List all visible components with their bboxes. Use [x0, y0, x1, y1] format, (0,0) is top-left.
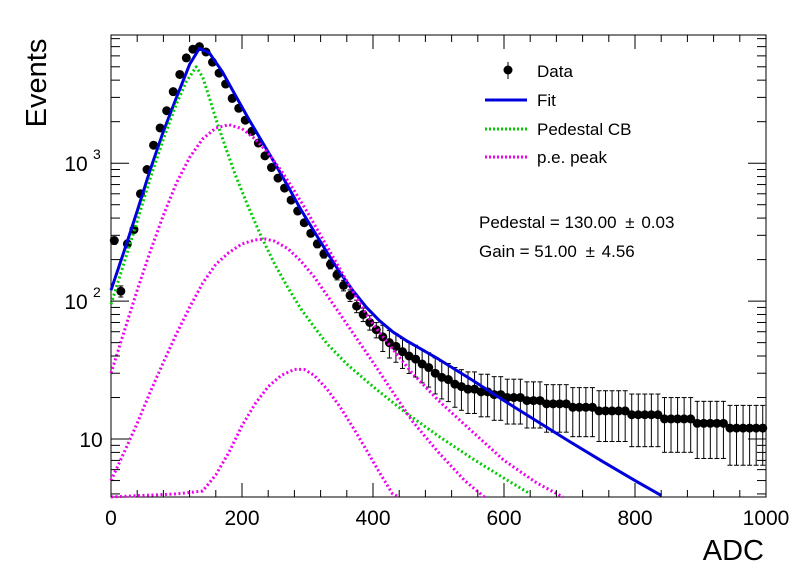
legend-item-fit: Fit: [485, 91, 556, 110]
legend-label-pe-peak: p.e. peak: [537, 148, 607, 167]
data-point: [168, 87, 178, 97]
data-point: [666, 414, 676, 424]
data-point: [365, 317, 375, 327]
data-point: [587, 402, 597, 412]
pe-peak-curve-5: [110, 367, 400, 499]
data-point: [391, 341, 401, 351]
legend-label-pedestal-cb: Pedestal CB: [537, 120, 632, 139]
x-tick-label: 200: [224, 507, 259, 530]
data-point: [542, 399, 552, 409]
data-point: [627, 410, 637, 420]
y-tick-label: 10: [64, 153, 87, 176]
data-point: [528, 396, 538, 406]
fit-curve: [109, 46, 662, 497]
x-tick-label: 0: [105, 507, 117, 530]
y-tick-label: 10: [79, 429, 102, 452]
data-point: [601, 406, 611, 416]
data-point: [758, 423, 768, 433]
data-point: [424, 363, 434, 373]
data-point: [181, 53, 191, 63]
legend-item-pe-peak: p.e. peak: [485, 148, 607, 167]
data-point: [175, 69, 185, 79]
data-point: [640, 410, 650, 420]
data-point: [751, 423, 761, 433]
pedestal-cb-curve: [109, 65, 531, 496]
data-point: [732, 423, 742, 433]
data-point: [745, 423, 755, 433]
data-point: [673, 414, 683, 424]
annotation-pedestal-value: Pedestal = 130.00: [479, 213, 617, 232]
legend-item-pedestal-cb: Pedestal CB: [485, 120, 632, 139]
axes-layer: 0 200 400 600 800 1000 10 10 2 10 3: [64, 35, 789, 530]
data-point: [738, 423, 748, 433]
x-tick-label: 1000: [743, 507, 790, 530]
data-point: [116, 286, 126, 296]
legend-label-fit: Fit: [537, 91, 556, 110]
data-point: [443, 375, 453, 385]
y-axis-label: Events: [21, 39, 53, 128]
data-point: [509, 393, 519, 403]
data-point: [692, 418, 702, 428]
data-point: [411, 354, 421, 364]
data-point: [266, 163, 276, 173]
data-point: [699, 418, 709, 428]
x-tick-label: 600: [486, 507, 521, 530]
legend: Data Fit Pedestal CB p.e. peak: [485, 62, 632, 167]
data-point: [686, 414, 696, 424]
y-tick-label: 10: [64, 291, 87, 314]
data-point: [260, 151, 270, 161]
data-point: [574, 402, 584, 412]
annotation-gain-pm: ±: [586, 242, 595, 261]
data-point: [653, 410, 663, 420]
data-point: [725, 423, 735, 433]
data-point: [522, 396, 532, 406]
data-point: [581, 402, 591, 412]
annotation-gain-err: 4.56: [602, 242, 635, 261]
data-point: [548, 399, 558, 409]
x-tick-label: 800: [617, 507, 652, 530]
annotation-pedestal-pm: ±: [625, 213, 634, 232]
pe-peak-curve-4: [109, 237, 486, 499]
data-point: [149, 140, 159, 150]
data-point: [679, 414, 689, 424]
annotation-pedestal: Pedestal = 130.00 ± 0.03: [479, 213, 674, 232]
legend-item-data: Data: [503, 62, 573, 81]
data-point: [397, 347, 407, 357]
y-tick-label-exponent: 2: [93, 284, 101, 300]
data-point: [620, 406, 630, 416]
data-point: [614, 406, 624, 416]
data-point: [555, 399, 565, 409]
data-point: [463, 384, 473, 394]
data-point: [607, 406, 617, 416]
data-point: [718, 418, 728, 428]
series-layer: [109, 42, 768, 499]
data-point: [109, 236, 119, 246]
data-point: [594, 406, 604, 416]
y-tick-label-exponent: 3: [93, 146, 101, 162]
data-point: [430, 368, 440, 378]
data-point: [712, 418, 722, 428]
data-point: [705, 418, 715, 428]
annotation-gain: Gain = 51.00 ± 4.56: [479, 242, 635, 261]
data-point: [633, 410, 643, 420]
data-point: [568, 402, 578, 412]
x-axis-label: ADC: [703, 535, 764, 567]
annotation-gain-value: Gain = 51.00: [479, 242, 577, 261]
x-tick-label: 400: [355, 507, 390, 530]
data-point: [476, 387, 486, 397]
legend-label-data: Data: [537, 62, 573, 81]
data-point: [659, 414, 669, 424]
data-point: [646, 410, 656, 420]
frame: [110, 34, 767, 498]
annotation-pedestal-err: 0.03: [641, 213, 674, 232]
